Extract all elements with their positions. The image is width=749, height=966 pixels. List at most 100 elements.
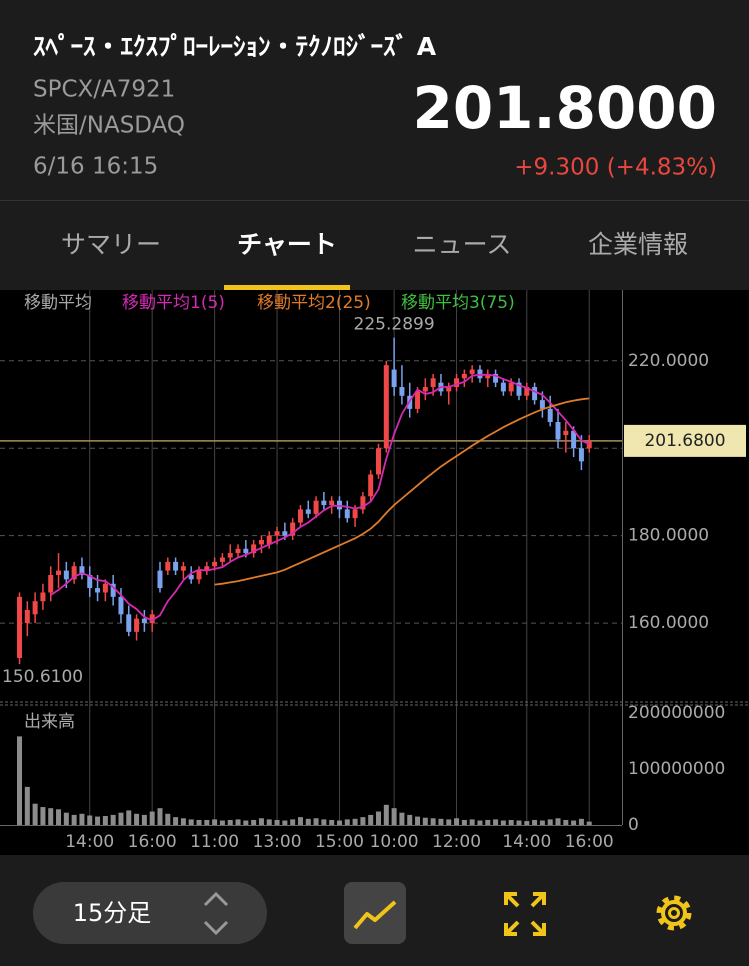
volume-bar — [118, 812, 124, 825]
candle-body — [344, 509, 350, 519]
volume-bar — [430, 818, 436, 825]
volume-bar — [196, 819, 202, 825]
legend-entry: 移動平均3(75) — [401, 293, 515, 313]
volume-bar — [71, 814, 77, 825]
chart-bg — [0, 290, 749, 855]
candle-body — [493, 373, 499, 383]
candle-body — [290, 522, 296, 536]
volume-bar — [336, 820, 342, 825]
volume-bar — [329, 819, 335, 825]
volume-bar — [485, 819, 491, 825]
volume-bar — [532, 819, 538, 825]
candle-body — [454, 378, 460, 388]
volume-bar — [477, 820, 483, 825]
x-tick-label: 15:00 — [315, 832, 364, 852]
candle-body — [157, 570, 163, 589]
volume-bar — [563, 819, 569, 825]
volume-bar — [212, 819, 218, 825]
candle-body — [32, 601, 38, 615]
volume-bar — [516, 820, 522, 825]
volume-bar — [258, 818, 264, 825]
candle-body — [126, 614, 132, 632]
volume-bar — [219, 820, 225, 825]
candle-body — [165, 561, 171, 571]
volume-tick-label: 200000000 — [628, 703, 725, 723]
volume-bar — [243, 820, 249, 825]
candle-body — [196, 570, 202, 580]
volume-bar — [95, 816, 101, 825]
volume-bar — [141, 814, 147, 825]
x-tick-label: 10:00 — [370, 832, 419, 852]
volume-bar — [149, 811, 155, 825]
volume-bar — [227, 819, 233, 825]
chevron-icon — [203, 891, 229, 936]
volume-bar — [539, 820, 545, 825]
volume-bar — [454, 818, 460, 825]
volume-bar — [524, 821, 530, 825]
moving-average-line — [50, 373, 590, 622]
volume-bar — [266, 819, 272, 825]
candle-body — [415, 391, 421, 409]
settings-button[interactable] — [656, 895, 692, 931]
candle-body — [329, 500, 335, 506]
candle-body — [95, 588, 101, 593]
candle-body — [243, 548, 249, 554]
candle-body — [563, 430, 569, 436]
legend-title: 移動平均 — [24, 293, 92, 313]
legend-entry: 移動平均1(5) — [122, 293, 225, 313]
volume-tick-label: 100000000 — [628, 759, 725, 779]
y-tick-label: 180.0000 — [628, 526, 709, 546]
volume-bar — [344, 819, 350, 825]
gear-teeth — [656, 895, 692, 931]
volume-bar — [422, 817, 428, 825]
candle-body — [118, 596, 124, 615]
tab[interactable]: サマリー — [61, 230, 161, 259]
volume-bar — [188, 819, 194, 825]
volume-bar — [391, 808, 397, 825]
high-label: 225.2899 — [354, 315, 435, 335]
candle-body — [79, 566, 85, 575]
volume-bar — [235, 819, 241, 825]
candle-body — [134, 618, 140, 632]
candle-body — [469, 369, 475, 374]
tab[interactable]: ニュース — [413, 230, 512, 259]
x-tick-label: 12:00 — [432, 832, 481, 852]
candle-body — [110, 583, 116, 597]
volume-bar — [87, 815, 93, 825]
candle-body — [173, 561, 179, 571]
candle-body — [485, 373, 491, 379]
candle-body — [282, 531, 288, 536]
volume-bar — [360, 817, 366, 825]
volume-bar — [24, 786, 30, 825]
volume-bar — [32, 803, 38, 825]
candle-body — [212, 561, 218, 567]
candle-body — [204, 566, 210, 571]
candle-body — [446, 387, 452, 392]
candle-body — [539, 400, 545, 409]
volume-bar — [102, 816, 108, 825]
low-label: 150.6100 — [2, 667, 83, 687]
candle-body — [102, 583, 108, 593]
interval-selector[interactable] — [33, 882, 267, 944]
volume-bar — [461, 819, 467, 825]
volume-bar — [578, 818, 584, 825]
volume-bar — [469, 819, 475, 825]
indicator-button[interactable] — [344, 882, 406, 944]
candle-body — [376, 448, 382, 475]
candle-body — [56, 570, 62, 575]
candle-body — [149, 614, 155, 624]
candle-body — [321, 500, 327, 506]
volume-bar — [48, 808, 54, 825]
tab-active[interactable]: チャート — [237, 230, 337, 259]
candle-body — [219, 557, 225, 562]
line-icon — [353, 900, 397, 930]
expand-button[interactable] — [504, 892, 546, 936]
candle-body — [17, 596, 23, 659]
candle-body — [180, 566, 186, 571]
chart: 14:00 16:00 11:00 13:00 15:00 10:00 12:00 14:00… — [0, 290, 749, 855]
candle-body — [352, 509, 358, 519]
tab[interactable]: 企業情報 — [588, 230, 688, 259]
volume-bar — [368, 814, 374, 825]
stock-code: SPCX/A7921 — [33, 77, 175, 103]
